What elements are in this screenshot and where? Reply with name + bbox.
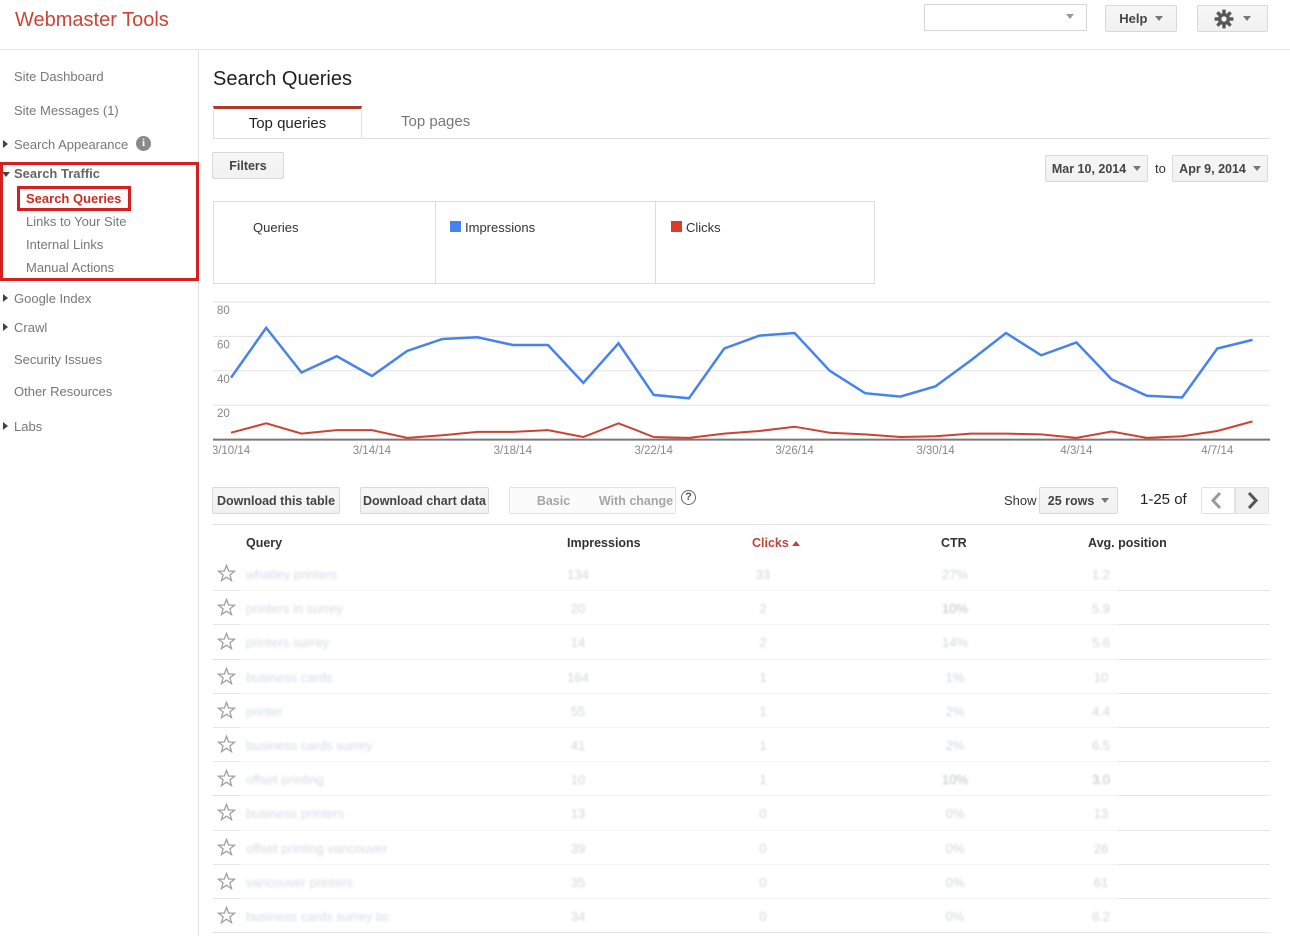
- svg-text:40: 40: [217, 374, 230, 386]
- svg-text:20: 20: [217, 408, 230, 420]
- svg-text:3/30/14: 3/30/14: [916, 445, 955, 457]
- svg-text:3/26/14: 3/26/14: [775, 445, 814, 457]
- svg-text:4/3/14: 4/3/14: [1060, 445, 1093, 457]
- svg-text:60: 60: [217, 339, 230, 351]
- svg-text:3/10/14: 3/10/14: [213, 445, 251, 457]
- svg-text:3/14/14: 3/14/14: [353, 445, 392, 457]
- svg-text:3/18/14: 3/18/14: [494, 445, 533, 457]
- svg-text:80: 80: [217, 305, 230, 317]
- svg-text:3/22/14: 3/22/14: [635, 445, 674, 457]
- svg-text:4/7/14: 4/7/14: [1201, 445, 1234, 457]
